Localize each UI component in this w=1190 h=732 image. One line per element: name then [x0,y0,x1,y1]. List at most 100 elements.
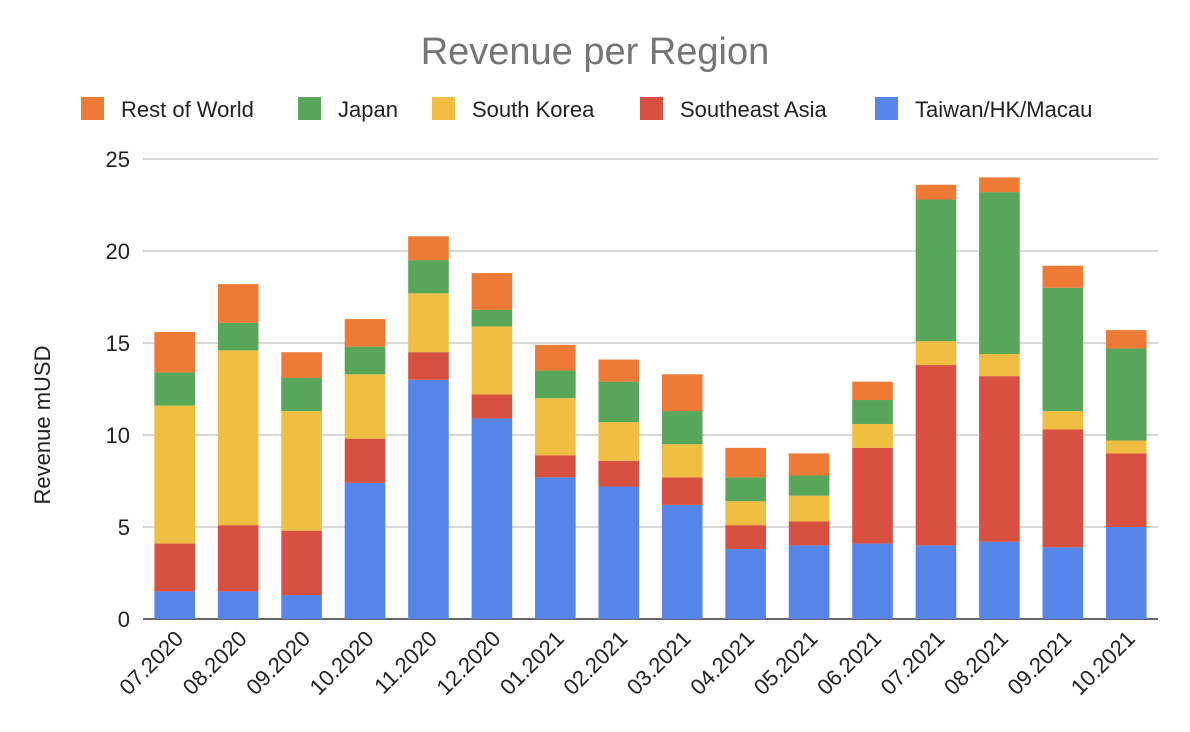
bar-segment-taiwan-hk-macau [1042,547,1084,619]
bar-segment-southeast-asia [344,438,386,483]
legend-label-southeast-asia: Southeast Asia [680,97,828,122]
bar-segment-rest-of-world [535,344,576,371]
bar-segment-rest-of-world [408,236,449,261]
bar-segment-rest-of-world [725,447,766,478]
legend-swatch-southeast-asia [640,97,663,120]
x-tick-label: 08.2020 [178,626,252,700]
chart-title: Revenue per Region [421,31,770,73]
bar-segment-south-korea [725,501,766,526]
x-tick-label: 12.2020 [432,626,506,700]
bar-segment-southeast-asia [979,376,1020,542]
bar-segment-rest-of-world [344,319,386,347]
y-axis-ticks: 0 5 10 15 20 25 [106,147,130,632]
bar-segment-southeast-asia [535,455,576,478]
bar-segment-taiwan-hk-macau [217,591,259,619]
bar-segment-rest-of-world [1105,330,1147,349]
bar-segment-rest-of-world [915,184,957,200]
bar-segment-southeast-asia [661,477,703,505]
bar-segment-southeast-asia [471,394,513,419]
legend-label-rest-of-world: Rest of World [121,97,254,122]
bar-segment-taiwan-hk-macau [852,543,893,619]
x-axis-ticks: 07.202008.202009.202010.202011.202012.20… [114,626,1139,700]
bar-segment-southeast-asia [725,525,766,550]
bar-segment-south-korea [598,422,640,461]
y-tick-label: 20 [106,239,130,264]
bar-segment-japan [852,400,893,424]
bars [154,177,1147,619]
x-tick-label: 03.2021 [622,626,696,700]
bar-segment-taiwan-hk-macau [408,379,449,619]
x-tick-label: 07.2020 [114,626,188,700]
bar-segment-japan [344,346,386,375]
bar-segment-taiwan-hk-macau [1105,527,1147,619]
bar-segment-southeast-asia [598,460,640,487]
bar-segment-taiwan-hk-macau [661,504,703,619]
bar-segment-southeast-asia [915,365,957,546]
bar-segment-south-korea [915,341,957,366]
x-tick-label: 02.2021 [558,626,632,700]
x-tick-label: 04.2021 [685,626,759,700]
legend: Rest of World Japan South Korea Southeast A… [81,97,1092,122]
bar-segment-japan [281,377,322,412]
y-tick-label: 5 [118,515,130,540]
bar-segment-south-korea [852,423,893,448]
bar-segment-rest-of-world [979,177,1020,193]
bar-segment-southeast-asia [154,543,196,592]
x-tick-label: 01.2021 [495,626,569,700]
bar-segment-japan [661,411,703,445]
bar-segment-rest-of-world [281,352,322,378]
bar-segment-taiwan-hk-macau [154,591,196,619]
bar-segment-japan [598,381,640,423]
bar-segment-taiwan-hk-macau [979,541,1020,619]
x-tick-label: 10.2020 [305,626,379,700]
bar-segment-southeast-asia [408,352,449,380]
bar-segment-japan [979,192,1020,355]
bar-segment-taiwan-hk-macau [598,486,640,619]
bar-segment-south-korea [344,374,386,439]
y-tick-label: 25 [106,147,130,172]
x-tick-label: 09.2020 [241,626,315,700]
legend-swatch-taiwan-hk-macau [875,97,898,120]
bar-segment-rest-of-world [788,453,830,476]
x-tick-label: 07.2021 [876,626,950,700]
bar-segment-south-korea [1105,440,1147,454]
bar-segment-south-korea [788,495,830,522]
legend-swatch-south-korea [432,97,455,120]
bar-segment-japan [915,199,957,342]
bar-segment-southeast-asia [217,525,259,592]
bar-segment-south-korea [281,411,322,531]
bar-segment-south-korea [217,350,259,526]
bar-segment-rest-of-world [471,273,513,310]
x-tick-label: 09.2021 [1002,626,1076,700]
bar-segment-southeast-asia [1105,453,1147,527]
bar-segment-rest-of-world [154,331,196,373]
bar-segment-rest-of-world [217,284,259,323]
bar-segment-japan [217,322,259,351]
bar-segment-taiwan-hk-macau [471,418,513,619]
y-tick-label: 15 [106,331,130,356]
bar-segment-south-korea [408,293,449,353]
x-tick-label: 06.2021 [812,626,886,700]
bar-segment-japan [154,372,196,406]
bar-segment-taiwan-hk-macau [788,545,830,619]
legend-label-south-korea: South Korea [472,97,595,122]
bar-segment-rest-of-world [661,374,703,412]
bar-segment-southeast-asia [281,530,322,596]
bar-segment-rest-of-world [1042,265,1084,288]
legend-label-taiwan-hk-macau: Taiwan/HK/Macau [915,97,1092,122]
x-tick-label: 10.2021 [1066,626,1140,700]
bar-segment-southeast-asia [1042,429,1084,548]
y-tick-label: 10 [106,423,130,448]
bar-segment-south-korea [1042,411,1084,430]
bar-segment-south-korea [535,398,576,456]
y-tick-label: 0 [118,607,130,632]
bar-segment-taiwan-hk-macau [725,549,766,619]
legend-swatch-rest-of-world [81,97,104,120]
bar-segment-taiwan-hk-macau [344,482,386,619]
bar-segment-taiwan-hk-macau [535,477,576,619]
bar-segment-japan [1105,348,1147,441]
bar-segment-japan [1042,287,1084,412]
bar-segment-south-korea [661,444,703,478]
